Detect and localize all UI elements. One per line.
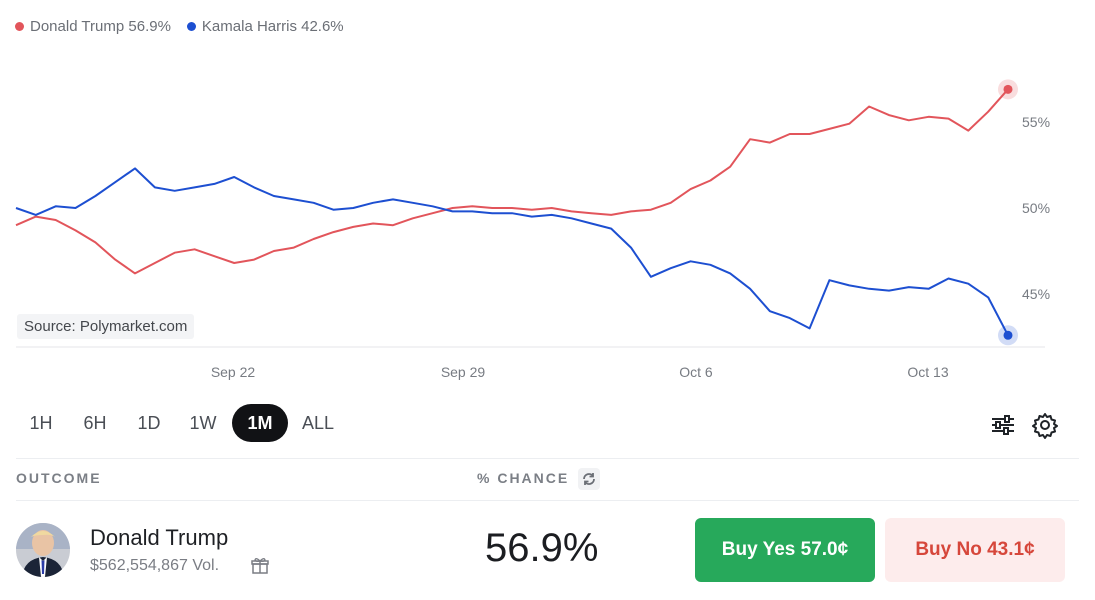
x-tick-label: Sep 22: [211, 364, 256, 380]
range-button-6h[interactable]: 6H: [83, 412, 107, 433]
time-range-selector: 1H 6H 1D 1W 1M ALL: [16, 404, 344, 442]
x-tick-label: Sep 29: [441, 364, 486, 380]
series-line-harris: [15, 167, 1009, 336]
buy-no-button[interactable]: Buy No 43.1¢: [885, 518, 1065, 582]
y-tick-label: 55%: [1022, 114, 1050, 130]
outcome-name: Donald Trump: [90, 525, 229, 550]
y-tick-label: 45%: [1022, 286, 1050, 302]
range-button-1d[interactable]: 1D: [137, 412, 161, 433]
price-chart: 55% 50% 45% Sep 22 Sep 29 Oct 6 Oct 13: [15, 79, 1050, 380]
x-tick-label: Oct 6: [679, 364, 713, 380]
legend-label-trump: Donald Trump 56.9%: [30, 18, 171, 35]
buy-yes-button[interactable]: Buy Yes 57.0¢: [695, 518, 875, 582]
legend-label-harris: Kamala Harris 42.6%: [201, 18, 344, 35]
series-end-point: [1003, 330, 1013, 340]
gear-icon[interactable]: [1031, 411, 1059, 439]
legend-item-harris: Kamala Harris 42.6%: [186, 18, 344, 35]
sliders-icon[interactable]: [989, 411, 1017, 439]
gift-icon[interactable]: [250, 556, 270, 576]
series-end-point: [1003, 84, 1013, 94]
chance-header: % CHANCE: [477, 470, 570, 486]
range-button-1h[interactable]: 1H: [29, 412, 53, 433]
outcome-header: OUTCOME: [16, 470, 102, 486]
legend-item-trump: Donald Trump 56.9%: [15, 18, 171, 35]
divider-header: [16, 500, 1079, 501]
refresh-icon[interactable]: [578, 468, 600, 490]
chart-legend: Donald Trump 56.9% Kamala Harris 42.6%: [15, 18, 344, 35]
legend-dot-trump: [15, 22, 24, 31]
y-tick-label: 50%: [1022, 200, 1050, 216]
series-line-trump: [15, 88, 1009, 275]
outcome-chance: 56.9%: [485, 526, 599, 570]
x-tick-label: Oct 13: [907, 364, 948, 380]
range-button-1m[interactable]: 1M: [232, 404, 288, 442]
source-label: Source: Polymarket.com: [17, 314, 195, 339]
divider-top: [16, 458, 1079, 459]
outcome-volume: $562,554,867 Vol.: [90, 557, 220, 574]
legend-dot-harris: [186, 22, 196, 31]
avatar: [16, 523, 70, 577]
range-button-1w[interactable]: 1W: [189, 412, 217, 433]
range-button-all[interactable]: ALL: [302, 412, 335, 433]
